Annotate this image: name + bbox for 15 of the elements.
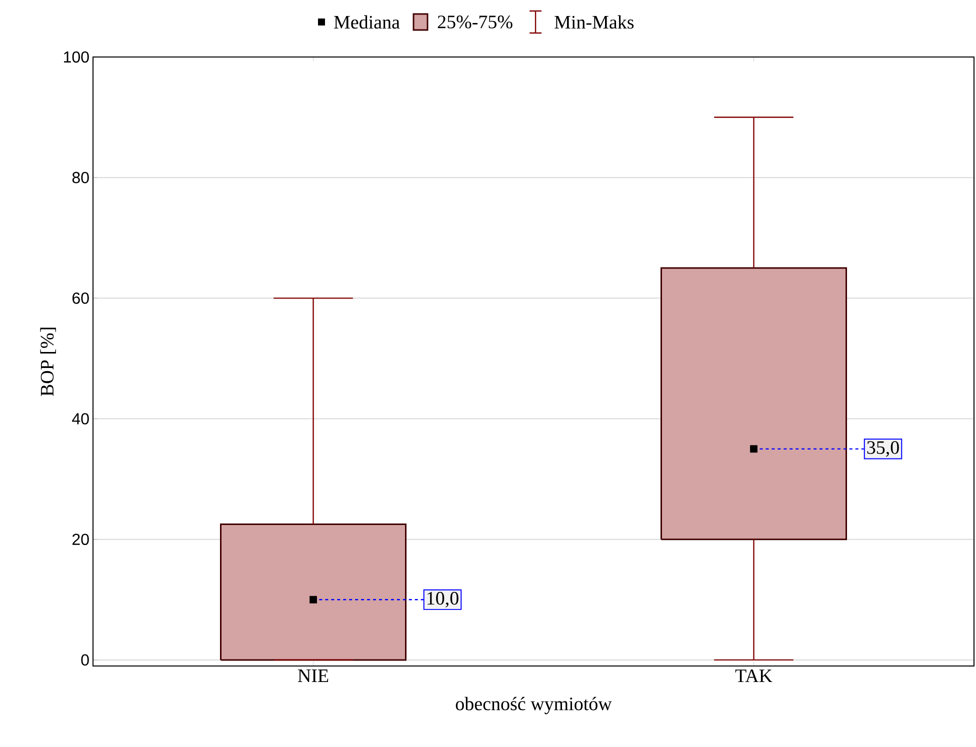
y-axis-title: BOP [%] (40, 328, 56, 396)
y-tick-label: 40 (72, 413, 89, 424)
x-tick-label: NIE (298, 670, 328, 682)
y-tick-label: 20 (72, 534, 89, 546)
text: Mediana (334, 15, 400, 29)
annotation: 10,0 (428, 592, 458, 608)
annotation: 35,0 (867, 441, 899, 457)
y-tick-label: 0 (81, 654, 89, 666)
text: Min-Maks (554, 15, 634, 29)
y-tick-label: 80 (72, 172, 89, 184)
legend-label: 25%-75% (438, 16, 512, 28)
y-tick-label: 100 (64, 51, 89, 63)
x-axis-title: obecność wymiotów (456, 696, 612, 714)
x-tick-label: TAK (735, 670, 772, 682)
y-tick-label: 60 (72, 292, 89, 304)
